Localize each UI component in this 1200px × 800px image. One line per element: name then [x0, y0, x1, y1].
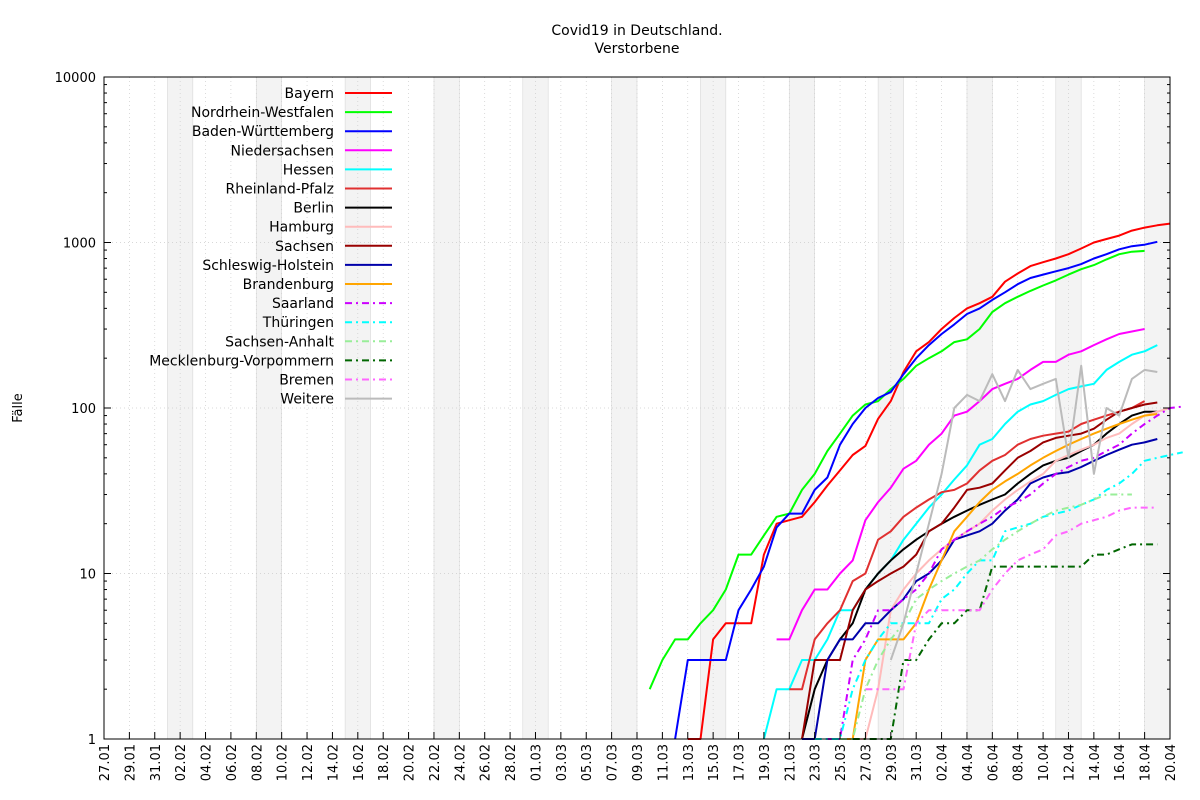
series-line: [687, 222, 1171, 740]
legend-label: Hessen: [283, 162, 334, 178]
x-tick-label: 05.03: [580, 744, 595, 781]
x-tick-label: 24.02: [453, 744, 468, 781]
legend-label: Sachsen-Anhalt: [225, 334, 334, 350]
x-tick-label: 12.04: [1062, 744, 1077, 781]
series-line: [801, 410, 1158, 740]
series-line: [865, 506, 1158, 691]
x-tick-label: 06.04: [986, 744, 1001, 781]
x-tick-label: 04.04: [961, 744, 976, 781]
chart-subtitle: Verstorbene: [595, 41, 680, 57]
x-tick-label: 23.03: [809, 744, 824, 781]
legend-label: Nordrhein-Westfalen: [191, 105, 334, 121]
legend-label: Thüringen: [262, 315, 334, 331]
series-line: [789, 400, 1146, 691]
series-line: [802, 438, 1158, 740]
x-tick-label: 22.02: [428, 744, 443, 781]
series-lines: [648, 222, 1183, 740]
y-tick-label: 100: [71, 402, 96, 417]
legend-label: Saarland: [272, 296, 334, 312]
weekend-band: [522, 76, 549, 740]
series-line: [674, 240, 1158, 740]
series-line: [840, 413, 1158, 740]
series-line: [814, 451, 1183, 740]
x-tick-label: 19.03: [758, 744, 773, 781]
series-line: [762, 344, 1158, 740]
x-tick-label: 28.02: [504, 744, 519, 781]
x-tick-label: 26.02: [479, 744, 494, 781]
x-tick-label: 10.04: [1037, 744, 1052, 781]
legend-label: Bayern: [285, 86, 334, 102]
x-tick-label: 20.02: [403, 744, 418, 781]
x-tick-label: 08.02: [250, 744, 265, 781]
series-line: [776, 328, 1145, 641]
x-tick-label: 31.03: [910, 744, 925, 781]
x-tick-label: 01.03: [529, 744, 544, 781]
x-tick-label: 03.03: [555, 744, 570, 781]
weekend-band: [788, 76, 815, 740]
legend-label: Mecklenburg-Vorpommern: [149, 353, 334, 369]
legend-label: Berlin: [293, 201, 334, 217]
x-tick-label: 04.02: [200, 744, 215, 781]
x-tick-label: 21.03: [783, 744, 798, 781]
series-line: [852, 543, 1158, 740]
weekend-band: [433, 76, 460, 740]
x-axis: 27.01 29.01 31.01 02.02 04.02 06.02 08.02 10.02…: [98, 732, 1179, 781]
x-tick-label: 08.04: [1012, 744, 1027, 781]
x-tick-label: 18.04: [1139, 744, 1154, 781]
legend: Bayern Nordrhein-Westfalen Baden-Württembe…: [149, 86, 392, 408]
y-tick-label: 1: [88, 733, 96, 748]
legend-label: Brandenburg: [243, 277, 334, 293]
x-tick-label: 27.03: [859, 744, 874, 781]
x-tick-label: 09.03: [631, 744, 646, 781]
x-tick-label: 29.01: [123, 744, 138, 781]
x-tick-label: 11.03: [656, 744, 671, 781]
legend-label: Baden-Württemberg: [192, 124, 334, 140]
x-tick-label: 27.01: [98, 744, 113, 781]
x-tick-label: 16.04: [1113, 744, 1128, 781]
x-tick-label: 12.02: [301, 744, 316, 781]
series-line: [840, 493, 1132, 740]
x-tick-label: 14.04: [1088, 744, 1103, 781]
x-tick-label: 16.02: [352, 744, 367, 781]
legend-label: Sachsen: [275, 239, 334, 255]
x-tick-label: 02.02: [174, 744, 189, 781]
y-tick-label: 10000: [55, 71, 96, 86]
y-axis: 1 10 100 1000 10000: [55, 71, 1170, 748]
x-tick-label: 29.03: [885, 744, 900, 781]
legend-label: Hamburg: [269, 220, 334, 236]
series-line: [889, 364, 1158, 661]
y-axis-label: Fälle: [11, 393, 26, 422]
x-tick-label: 17.03: [733, 744, 748, 781]
legend-label: Schleswig-Holstein: [202, 258, 334, 274]
x-tick-label: 15.03: [707, 744, 722, 781]
x-tick-label: 20.04: [1164, 744, 1179, 781]
x-tick-label: 14.02: [326, 744, 341, 781]
legend-label: Weitere: [280, 392, 334, 408]
legend-label: Rheinland-Pfalz: [226, 182, 334, 198]
x-tick-label: 18.02: [377, 744, 392, 781]
x-tick-label: 10.02: [276, 744, 291, 781]
legend-label: Niedersachsen: [231, 143, 334, 159]
chart-title: Covid19 in Deutschland.: [551, 23, 722, 39]
y-tick-label: 10: [79, 568, 96, 583]
x-tick-label: 13.03: [682, 744, 697, 781]
series-line: [827, 405, 1183, 740]
x-tick-label: 07.03: [606, 744, 621, 781]
series-line: [801, 401, 1158, 740]
x-tick-label: 31.01: [149, 744, 164, 781]
legend-label: Bremen: [279, 373, 334, 389]
x-tick-label: 06.02: [225, 744, 240, 781]
x-tick-label: 02.04: [936, 744, 951, 781]
x-tick-label: 25.03: [834, 744, 849, 781]
y-tick-label: 1000: [63, 237, 96, 252]
